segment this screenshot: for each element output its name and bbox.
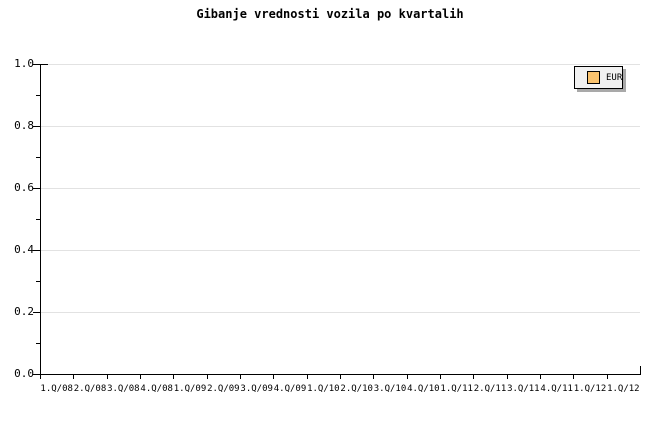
x-tick-label: 3.Q/11: [507, 384, 540, 394]
x-tick-label: 3.Q/08: [107, 384, 140, 394]
y-minor-tick: [36, 343, 40, 344]
x-tick: [73, 374, 75, 379]
x-tick-label: 4.Q/08: [140, 384, 173, 394]
x-tick: [206, 374, 208, 379]
x-tick: [406, 374, 408, 379]
y-gridline: [40, 250, 640, 251]
y-tick-label: 0.6: [14, 181, 34, 194]
y-major-tick: [33, 64, 40, 65]
x-tick-label: 1.Q/11: [440, 384, 473, 394]
x-tick-label: 3.Q/09: [240, 384, 273, 394]
x-tick-label: 4.Q/09: [273, 384, 307, 394]
x-tick: [106, 374, 108, 379]
x-tick: [440, 374, 441, 379]
y-major-tick: [33, 250, 40, 251]
x-tick-label: 3.Q/10: [373, 384, 407, 394]
x-tick-label: 1.Q/10: [307, 384, 340, 394]
y-tick-label: 0.0: [14, 367, 34, 380]
y-minor-tick: [36, 95, 40, 96]
y-major-tick: [33, 188, 40, 189]
x-tick-label: 2.Q/10: [340, 384, 373, 394]
x-tick-label: 1.Q/08: [40, 384, 73, 394]
x-tick: [340, 374, 341, 379]
y-tick-label: 1.0: [14, 57, 34, 70]
y-gridline: [40, 312, 640, 313]
y-major-tick: [33, 374, 40, 375]
y-gridline: [40, 188, 640, 189]
y-tick-label: 0.4: [14, 243, 34, 256]
y-tick-label: 0.2: [14, 305, 34, 318]
legend-swatch-icon: [587, 71, 600, 84]
x-tick: [540, 374, 541, 379]
y-gridline: [40, 64, 640, 65]
y-tick-label: 0.8: [14, 119, 34, 132]
x-tick: [173, 374, 175, 379]
x-tick-label: 1.Q/12: [573, 384, 607, 394]
x-tick-label: 4.Q/10: [407, 384, 440, 394]
y-axis-line: [40, 64, 41, 379]
x-tick: [606, 374, 608, 379]
x-tick: [373, 374, 375, 379]
legend-label: EUR: [606, 72, 623, 83]
y-major-tick: [33, 126, 40, 127]
y-gridline: [40, 126, 640, 127]
y-minor-tick: [36, 219, 40, 220]
x-axis-end-cap: [640, 366, 641, 374]
x-tick: [273, 374, 275, 379]
x-tick: [473, 374, 475, 379]
x-tick-label: 2.Q/08: [73, 384, 107, 394]
y-axis-end-cap: [40, 64, 48, 65]
x-tick: [240, 374, 241, 379]
x-tick: [506, 374, 508, 379]
x-tick-label: 4.Q/11: [540, 384, 573, 394]
x-tick: [573, 374, 575, 379]
x-tick: [306, 374, 308, 379]
x-tick-label: 2.Q/09: [207, 384, 240, 394]
y-minor-tick: [36, 281, 40, 282]
y-major-tick: [33, 312, 40, 313]
x-tick-label: 1.Q/09: [173, 384, 207, 394]
chart-title: Gibanje vrednosti vozila po kvartalih: [196, 7, 464, 21]
x-tick: [140, 374, 141, 379]
legend: EUR: [574, 66, 623, 89]
x-tick-label: 1.Q/12: [607, 384, 640, 394]
x-tick-label: 2.Q/11: [473, 384, 507, 394]
y-minor-tick: [36, 157, 40, 158]
